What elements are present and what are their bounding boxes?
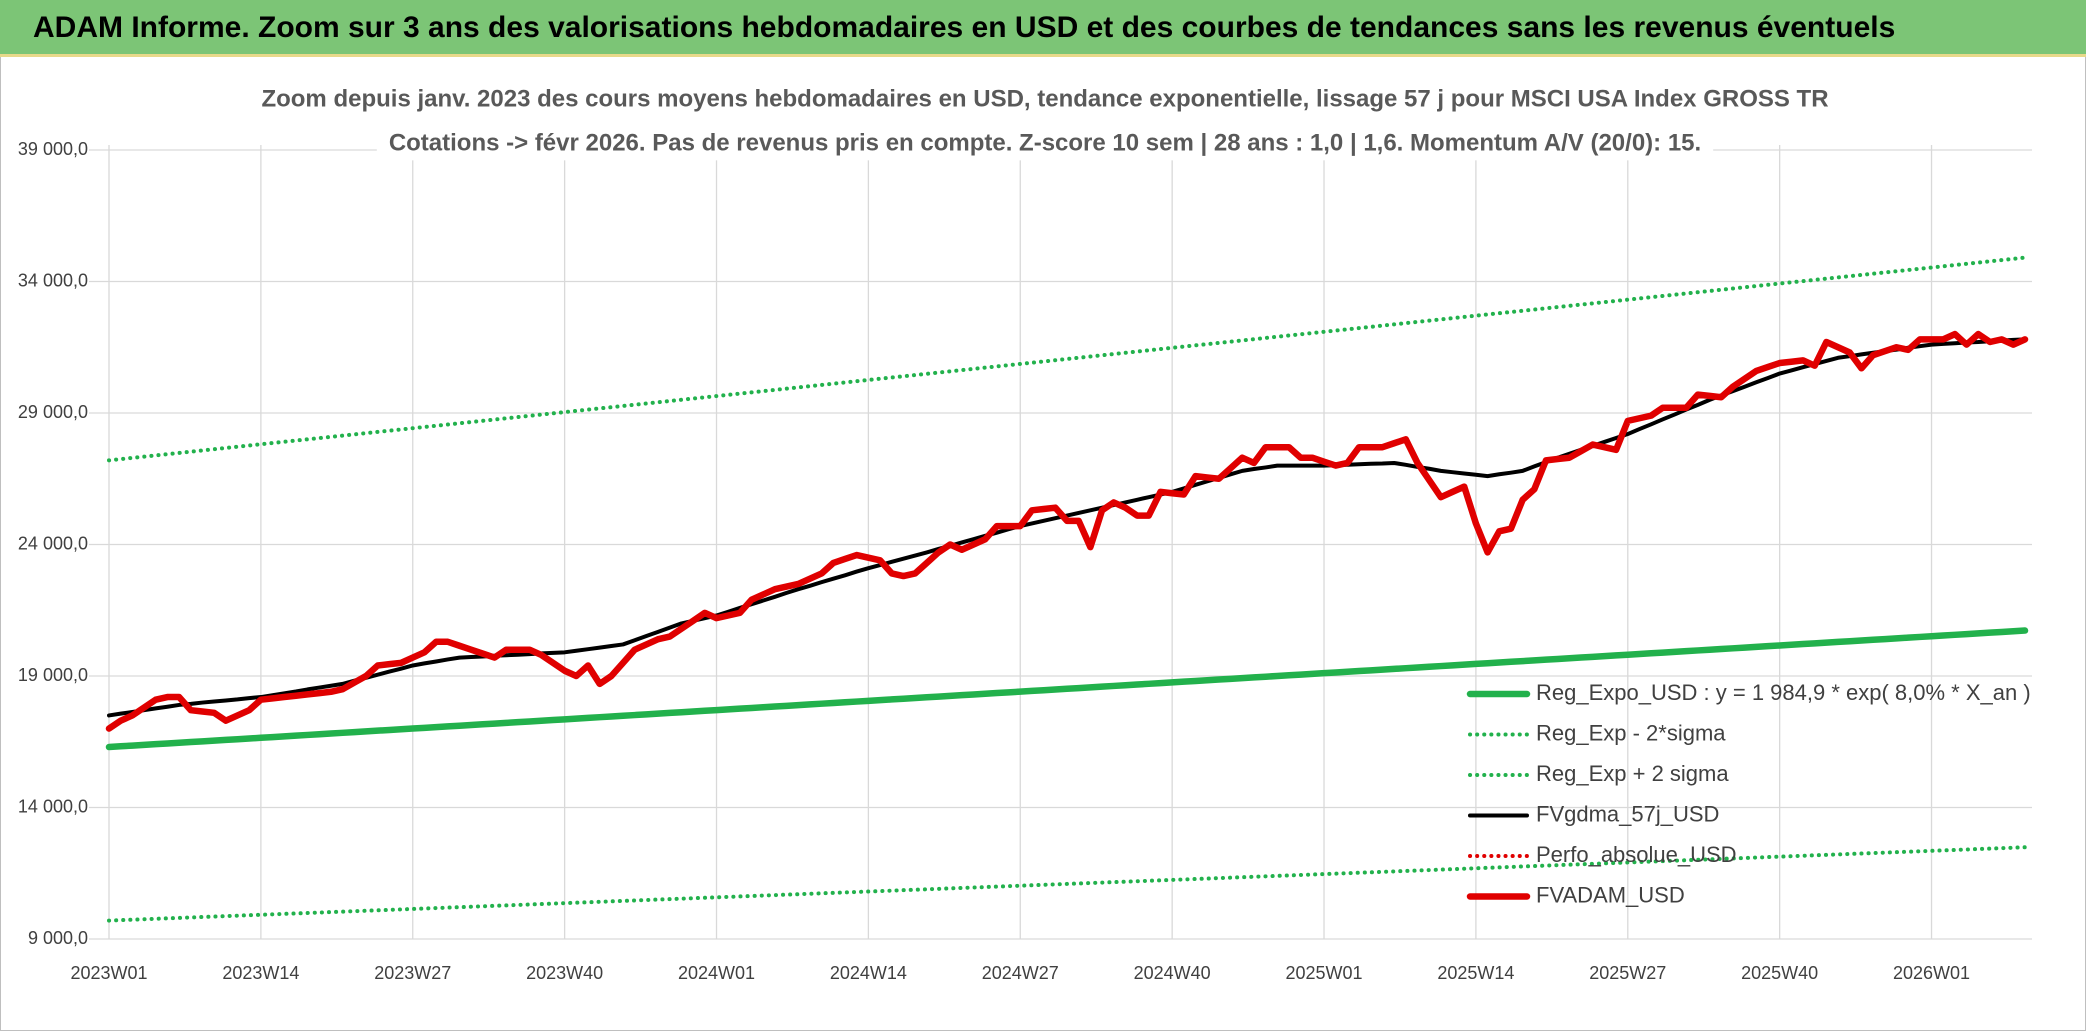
series-line <box>107 845 2027 923</box>
legend-label: Reg_Exp - 2*sigma <box>1536 720 1726 745</box>
legend-label: Reg_Expo_USD : y = 1 984,9 * exp( 8,0% *… <box>1536 680 2031 705</box>
y-tick-label: 34 000,0 <box>18 270 88 290</box>
series-line <box>107 255 2027 463</box>
plot <box>105 255 2029 923</box>
header-bar <box>0 0 2086 54</box>
x-tick-label: 2025W40 <box>1741 963 1818 983</box>
legend-label: Reg_Exp + 2 sigma <box>1536 761 1729 786</box>
x-tick-label: 2023W14 <box>222 963 299 983</box>
y-tick-label: 39 000,0 <box>18 139 88 159</box>
title-background <box>249 81 1841 117</box>
x-tick-label: 2024W14 <box>830 963 907 983</box>
legend-label: FVADAM_USD <box>1536 882 1685 907</box>
legend-label: Perfo_absolue_USD <box>1536 842 1737 867</box>
y-tick-label: 14 000,0 <box>18 796 88 816</box>
header-edge <box>0 54 2086 57</box>
x-tick-label: 2025W14 <box>1437 963 1514 983</box>
legend: Reg_Expo_USD : y = 1 984,9 * exp( 8,0% *… <box>1466 680 2031 907</box>
chart-title: Zoom depuis janv. 2023 des cours moyens … <box>261 85 1828 112</box>
x-tick-label: 2023W40 <box>526 963 603 983</box>
x-tick-label: 2025W01 <box>1285 963 1362 983</box>
header-title: ADAM Informe. Zoom sur 3 ans des valoris… <box>33 11 1895 44</box>
grid: 9 000,0 14 000,0 19 000,0 24 000,0 29 000,0 3… <box>18 139 2032 983</box>
y-tick-label: 9 000,0 <box>28 928 88 948</box>
y-tick-label: 29 000,0 <box>18 402 88 422</box>
x-tick-label: 2026W01 <box>1893 963 1970 983</box>
series-line <box>107 337 2027 718</box>
x-tick-label: 2024W40 <box>1134 963 1211 983</box>
x-tick-label: 2023W01 <box>70 963 147 983</box>
legend-label: FVgdma_57j_USD <box>1536 801 1719 826</box>
y-tick-label: 24 000,0 <box>18 533 88 553</box>
titles: Zoom depuis janv. 2023 des cours moyens … <box>249 81 1841 161</box>
chart-subtitle: Cotations -> févr 2026. Pas de revenus p… <box>389 129 1701 156</box>
x-tick-label: 2023W27 <box>374 963 451 983</box>
title-background <box>376 125 1714 161</box>
series-line <box>105 627 2029 751</box>
x-tick-label: 2025W27 <box>1589 963 1666 983</box>
x-tick-label: 2024W27 <box>982 963 1059 983</box>
series-line <box>105 330 2029 732</box>
x-tick-label: 2024W01 <box>678 963 755 983</box>
y-tick-label: 19 000,0 <box>18 665 88 685</box>
